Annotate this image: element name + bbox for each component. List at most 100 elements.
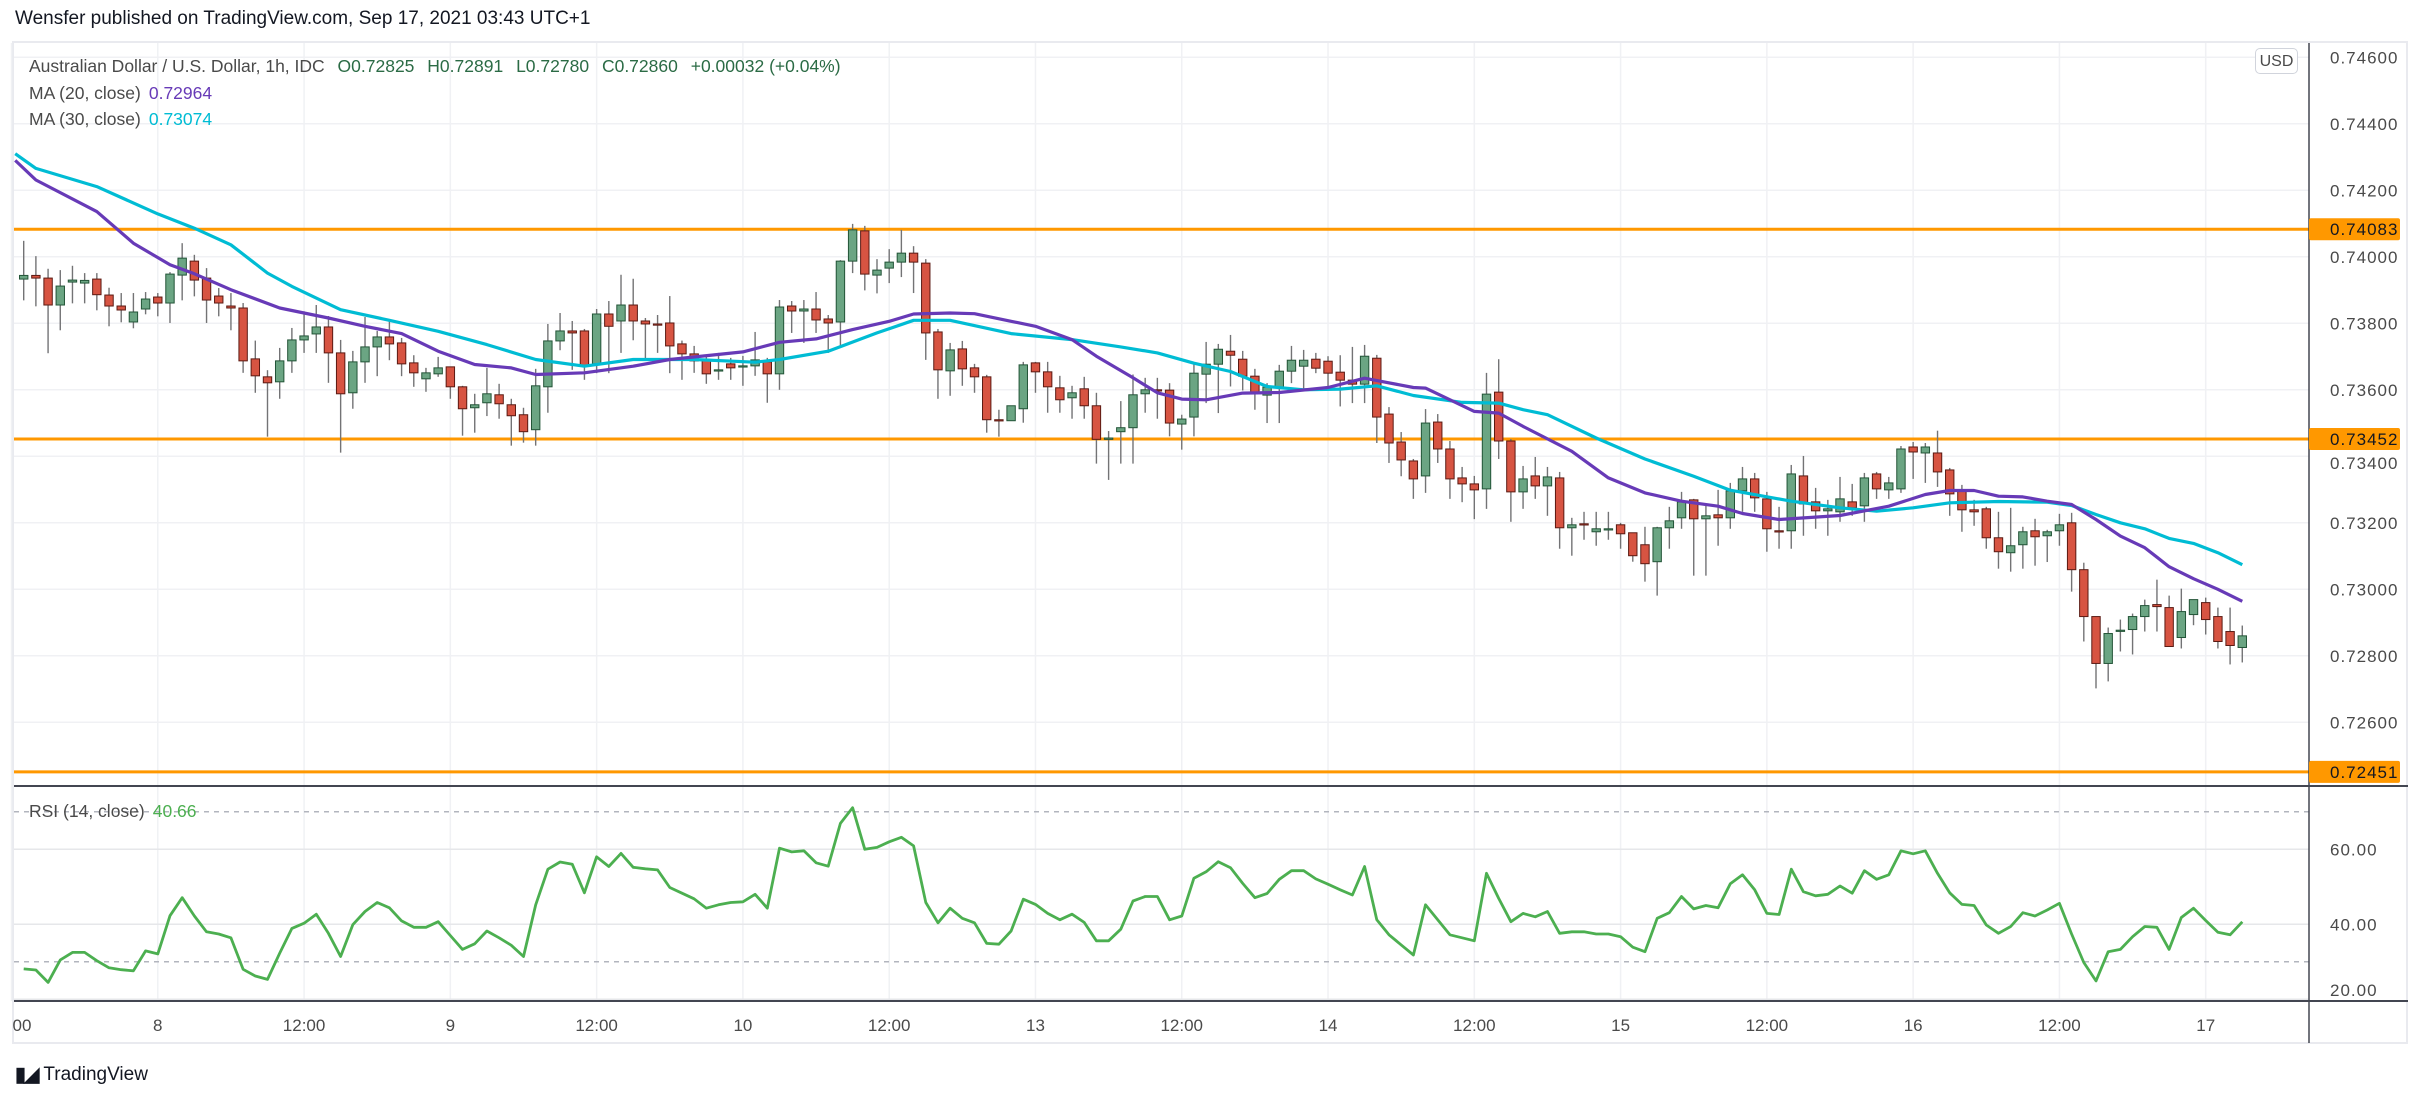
time-tick-label: 10 bbox=[733, 1016, 752, 1035]
candle-body bbox=[299, 335, 309, 341]
candle bbox=[969, 363, 980, 393]
candle bbox=[982, 374, 992, 433]
candle bbox=[360, 316, 370, 383]
candle bbox=[786, 301, 797, 333]
chart-frame bbox=[12, 41, 2408, 1044]
symbol-name: Australian Dollar / U.S. Dollar, 1h, IDC bbox=[29, 56, 325, 76]
candle-body bbox=[1323, 360, 1333, 374]
candle bbox=[1981, 506, 1991, 549]
candle-body bbox=[1823, 508, 1833, 512]
candle bbox=[165, 272, 175, 323]
footer: ▮◢ TradingView bbox=[15, 1062, 148, 1087]
candle-body bbox=[1396, 441, 1406, 461]
axes: 0.74600 0.74400 0.74200 0.74000 0.73800 0.736… bbox=[13, 43, 2408, 1043]
candle-body bbox=[1335, 371, 1345, 381]
candle bbox=[348, 350, 358, 409]
candle-body bbox=[1957, 490, 1967, 511]
ma20-label: MA (20, close) bbox=[29, 83, 141, 103]
currency-button[interactable]: USD bbox=[2255, 48, 2298, 74]
candle-body bbox=[2201, 602, 2211, 621]
brand-name: TradingView bbox=[43, 1063, 148, 1085]
candle-body bbox=[1945, 469, 1955, 495]
candle bbox=[1457, 466, 1467, 503]
candle bbox=[274, 347, 285, 399]
time-tick-label: 12:00 bbox=[575, 1016, 618, 1035]
candle bbox=[908, 246, 919, 294]
candle-body bbox=[372, 336, 382, 348]
candle bbox=[2152, 579, 2162, 632]
candle-body bbox=[409, 362, 419, 374]
candle-body bbox=[1420, 422, 1431, 477]
time-tick-label: 16 bbox=[1904, 1016, 1923, 1035]
candle bbox=[1262, 383, 1272, 424]
candle-body bbox=[482, 393, 492, 404]
candle-body bbox=[104, 294, 114, 307]
candle bbox=[1969, 499, 1979, 526]
candle-body bbox=[1067, 392, 1077, 399]
symbol-legend: Australian Dollar / U.S. Dollar, 1h, IDC… bbox=[29, 56, 849, 77]
time-tick-label: 12:00 bbox=[868, 1016, 911, 1035]
candle-body bbox=[19, 274, 29, 280]
candle-body bbox=[1140, 389, 1150, 395]
candle-body bbox=[884, 261, 894, 269]
candle-body bbox=[1932, 452, 1943, 473]
candle-body bbox=[1079, 388, 1089, 407]
candle-body bbox=[1103, 437, 1114, 440]
candle-body bbox=[2079, 569, 2089, 618]
candle bbox=[1798, 455, 1809, 536]
candle-body bbox=[1286, 359, 1297, 372]
candle-body bbox=[1433, 421, 1443, 450]
horizontal-levels bbox=[14, 227, 2309, 774]
candle bbox=[1384, 407, 1394, 463]
candle-body bbox=[652, 323, 663, 326]
candle bbox=[250, 340, 261, 393]
low-value: L0.72780 bbox=[516, 56, 590, 76]
candle-body bbox=[1701, 515, 1711, 520]
candle bbox=[2164, 595, 2174, 647]
candle bbox=[2091, 616, 2101, 689]
candle bbox=[823, 314, 833, 353]
candle-body bbox=[250, 358, 261, 377]
candle bbox=[2225, 607, 2235, 665]
candle-body bbox=[55, 285, 65, 306]
candle-body bbox=[1920, 446, 1931, 454]
candle bbox=[335, 339, 346, 453]
candle bbox=[421, 367, 431, 392]
rsi-legend: RSI (14, close) 40.66 bbox=[29, 801, 205, 822]
candle bbox=[811, 292, 821, 333]
candle-body bbox=[323, 326, 334, 354]
candle bbox=[1908, 442, 1918, 479]
candle-body bbox=[2140, 605, 2150, 618]
candle bbox=[311, 305, 321, 353]
candle-body bbox=[140, 298, 151, 310]
ma20-line bbox=[14, 159, 2244, 603]
candle-body bbox=[1091, 405, 1102, 440]
candle bbox=[1323, 356, 1333, 387]
candle-body bbox=[1055, 387, 1065, 401]
candle bbox=[1372, 354, 1382, 443]
candle bbox=[1445, 441, 1455, 499]
level-price-text: 0.74083 bbox=[2330, 220, 2398, 239]
candle bbox=[299, 311, 309, 353]
candle bbox=[1701, 505, 1711, 576]
candle-body bbox=[2164, 607, 2174, 647]
candle bbox=[262, 370, 273, 437]
candle bbox=[1920, 443, 1931, 483]
candle bbox=[1603, 511, 1614, 540]
candle bbox=[896, 229, 907, 278]
candle-body bbox=[1481, 393, 1492, 490]
level-price-label bbox=[2309, 760, 2400, 783]
candle bbox=[518, 407, 529, 443]
candle bbox=[1152, 377, 1163, 419]
rsi-tick-label: 60.00 bbox=[2330, 840, 2378, 859]
price-tick-label: 0.74000 bbox=[2330, 248, 2398, 267]
candle-body bbox=[348, 361, 358, 394]
candle-body bbox=[713, 369, 724, 372]
candle bbox=[2201, 597, 2211, 635]
candle-body bbox=[1030, 362, 1041, 373]
candle-body bbox=[238, 307, 248, 362]
candle bbox=[1433, 414, 1443, 463]
candle-body bbox=[2091, 616, 2101, 664]
candle-body bbox=[1859, 477, 1870, 507]
